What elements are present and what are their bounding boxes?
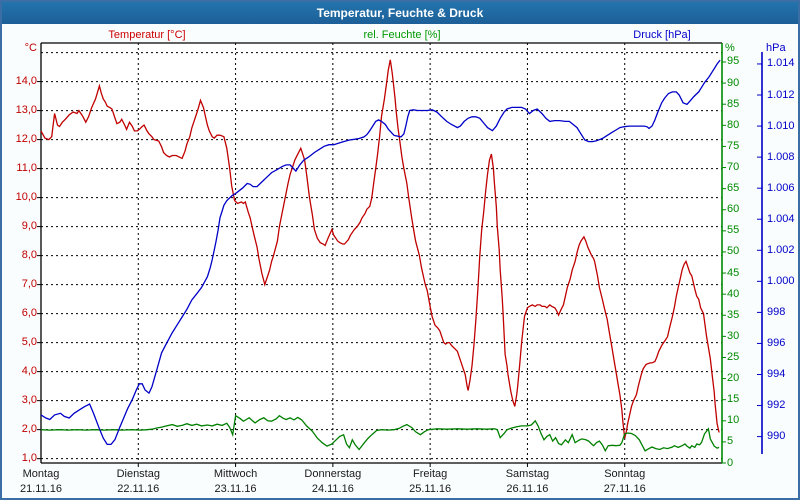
legend-temperature-label: Temperatur [°C] <box>108 29 186 41</box>
temperature-tick-label: 3,0 <box>21 394 37 407</box>
day-date-label: 26.11.16 <box>506 483 549 495</box>
humidity-tick-label: 35 <box>727 308 740 321</box>
day-date-label: 24.11.16 <box>311 483 354 495</box>
window-title: Temperatur, Feuchte & Druck <box>2 2 798 24</box>
temperature-tick-label: 7,0 <box>21 278 37 291</box>
day-name-label: Sonntag <box>604 468 646 480</box>
humidity-tick-label: 65 <box>727 182 740 195</box>
day-date-label: 22.11.16 <box>117 483 160 495</box>
temperature-tick-label: 13,0 <box>15 104 37 117</box>
pressure-axis-unit: hPa <box>766 42 786 54</box>
druck-series <box>40 59 721 446</box>
temperatur-series <box>40 59 720 439</box>
day-name-label: Samstag <box>505 468 550 480</box>
temperature-tick-label: 8,0 <box>21 249 37 262</box>
temperature-tick-label: 10,0 <box>15 191 37 204</box>
humidity-tick-label: 90 <box>727 76 740 89</box>
temperature-tick-label: 2,0 <box>21 423 37 436</box>
day-date-label: 21.11.16 <box>19 483 62 495</box>
humidity-tick-label: 50 <box>727 245 740 258</box>
humidity-tick-label: 30 <box>727 329 740 342</box>
day-date-label: 25.11.16 <box>409 483 452 495</box>
humidity-axis-unit: % <box>725 42 735 54</box>
day-date-label: 23.11.16 <box>214 483 257 495</box>
pressure-tick-label: 1.010 <box>767 119 795 132</box>
pressure-tick-label: 1.014 <box>767 57 795 70</box>
humidity-tick-label: 70 <box>727 161 740 174</box>
humidity-tick-label: 20 <box>727 372 740 385</box>
pressure-tick-label: 1.012 <box>767 88 795 101</box>
temperature-tick-label: 14,0 <box>15 75 37 88</box>
humidity-tick-label: 55 <box>727 224 740 237</box>
humidity-tick-label: 10 <box>727 414 740 427</box>
rel-feuchte-series <box>40 414 720 453</box>
day-name-label: Donnerstag <box>304 468 362 480</box>
humidity-tick-label: 95 <box>727 55 740 68</box>
temperature-tick-label: 9,0 <box>21 220 37 233</box>
temperature-tick-label: 12,0 <box>15 133 37 146</box>
temperature-tick-label: 1,0 <box>21 452 37 465</box>
pressure-tick-label: 1.004 <box>767 212 795 225</box>
humidity-tick-label: 85 <box>727 97 740 110</box>
humidity-tick-label: 25 <box>727 350 740 363</box>
temperature-tick-label: 6,0 <box>21 307 37 320</box>
day-date-label: 27.11.16 <box>603 483 646 495</box>
temperature-tick-label: 5,0 <box>21 336 37 349</box>
temperature-tick-label: 4,0 <box>21 365 37 378</box>
pressure-tick-label: 996 <box>767 336 786 349</box>
pressure-tick-label: 998 <box>767 305 786 318</box>
pressure-tick-label: 1.000 <box>767 274 795 287</box>
pressure-tick-label: 990 <box>767 430 786 443</box>
humidity-tick-label: 80 <box>727 118 740 131</box>
day-name-label: Freitag <box>413 468 448 480</box>
temperature-tick-label: 11,0 <box>16 162 37 175</box>
humidity-tick-label: 75 <box>727 139 740 152</box>
temperature-axis-unit: °C <box>24 42 37 54</box>
pressure-tick-label: 1.002 <box>767 243 795 256</box>
humidity-tick-label: 45 <box>727 266 740 279</box>
legend-pressure-label: Druck [hPa] <box>633 29 691 41</box>
humidity-tick-label: 15 <box>727 393 740 406</box>
humidity-tick-label: 0 <box>727 456 734 469</box>
plot-background <box>41 43 722 463</box>
pressure-tick-label: 992 <box>767 399 786 412</box>
day-name-label: Montag <box>22 468 60 480</box>
pressure-tick-label: 1.008 <box>767 150 795 163</box>
day-name-label: Dienstag <box>116 468 160 480</box>
humidity-tick-label: 60 <box>727 203 740 216</box>
day-name-label: Mittwoch <box>213 468 258 480</box>
legend-humidity-label: rel. Feuchte [%] <box>363 29 441 41</box>
humidity-tick-label: 40 <box>727 287 740 300</box>
pressure-tick-label: 1.006 <box>767 181 795 194</box>
pressure-tick-label: 994 <box>767 367 786 380</box>
humidity-tick-label: 5 <box>727 435 734 448</box>
